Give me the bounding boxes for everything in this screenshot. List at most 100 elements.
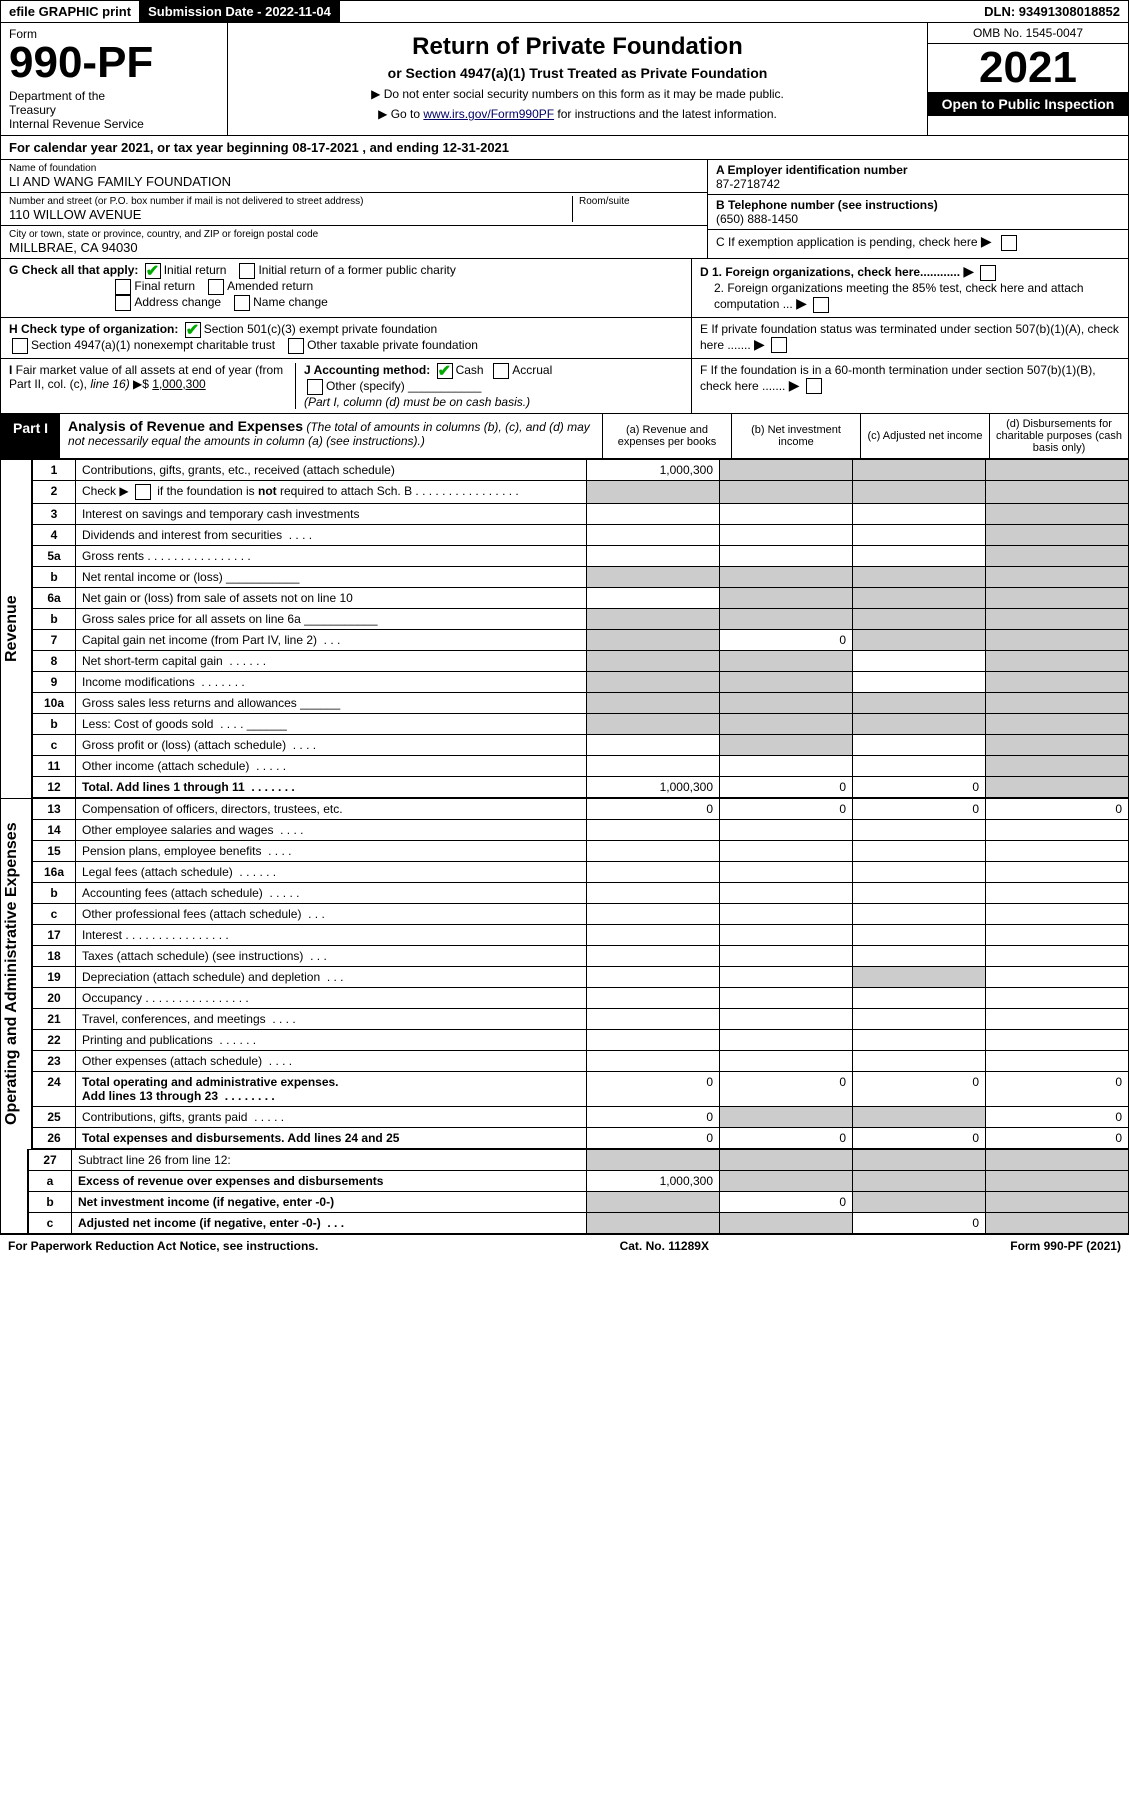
line-14: 14Other employee salaries and wages . . … [33,819,1129,840]
section-i-j-f: I Fair market value of all assets at end… [0,359,1129,414]
footer-left: For Paperwork Reduction Act Notice, see … [8,1239,318,1253]
foundation-name: LI AND WANG FAMILY FOUNDATION [9,174,699,189]
line-5b: bNet rental income or (loss) ___________ [33,566,1129,587]
line-16b: bAccounting fees (attach schedule) . . .… [33,882,1129,903]
line-13: 13Compensation of officers, directors, t… [33,798,1129,819]
col-d-header: (d) Disbursements for charitable purpose… [989,414,1128,458]
line-23: 23Other expenses (attach schedule) . . .… [33,1050,1129,1071]
d2-checkbox[interactable] [813,297,829,313]
omb-number: OMB No. 1545-0047 [928,23,1128,44]
i-value: 1,000,300 [152,377,205,391]
line-21: 21Travel, conferences, and meetings . . … [33,1008,1129,1029]
line-8: 8Net short-term capital gain . . . . . . [33,650,1129,671]
foundation-info: Name of foundation LI AND WANG FAMILY FO… [0,160,1129,259]
line-10c: cGross profit or (loss) (attach schedule… [33,734,1129,755]
revenue-section: Revenue 1Contributions, gifts, grants, e… [0,459,1129,798]
part-1-tab: Part I [1,414,60,458]
chk-final-return[interactable] [115,279,131,295]
chk-initial-public[interactable] [239,263,255,279]
phone-label: B Telephone number (see instructions) [716,198,1120,212]
chk-accrual[interactable] [493,363,509,379]
d1-label: D 1. Foreign organizations, check here..… [700,263,1120,281]
g-label: G Check all that apply: [9,263,138,277]
e-checkbox[interactable] [771,337,787,353]
col-c-header: (c) Adjusted net income [860,414,989,458]
col-b-header: (b) Net investment income [731,414,860,458]
d1-checkbox[interactable] [980,265,996,281]
i-label: I Fair market value of all assets at end… [9,363,283,391]
form-header: Form 990-PF Department of theTreasuryInt… [0,23,1129,136]
d2-label: 2. Foreign organizations meeting the 85%… [700,281,1120,313]
line-2: 2Check ▶ if the foundation is not requir… [33,480,1129,503]
line-27a: aExcess of revenue over expenses and dis… [29,1170,1129,1191]
chk-amended[interactable] [208,279,224,295]
line-16c: cOther professional fees (attach schedul… [33,903,1129,924]
line-24: 24Total operating and administrative exp… [33,1071,1129,1106]
form-title: Return of Private Foundation [234,33,921,61]
line-17: 17Interest [33,924,1129,945]
line-27b: bNet investment income (if negative, ent… [29,1191,1129,1212]
irs-link[interactable]: www.irs.gov/Form990PF [423,107,554,121]
chk-4947a1[interactable] [12,338,28,354]
tax-year: 2021 [928,44,1128,92]
line-3: 3Interest on savings and temporary cash … [33,503,1129,524]
instruction-2: ▶ Go to www.irs.gov/Form990PF for instru… [234,107,921,121]
chk-initial-return[interactable] [145,263,161,279]
line-1: 1Contributions, gifts, grants, etc., rec… [33,459,1129,480]
j-label: J Accounting method: [304,363,430,377]
phone-value: (650) 888-1450 [716,212,1120,226]
line-6b: bGross sales price for all assets on lin… [33,608,1129,629]
part-1-title: Analysis of Revenue and Expenses [68,418,303,434]
chk-name-change[interactable] [234,295,250,311]
subtract-section: 27Subtract line 26 from line 12: aExcess… [0,1149,1129,1234]
f-label: F If the foundation is in a 60-month ter… [700,363,1096,393]
line-10a: 10aGross sales less returns and allowanc… [33,692,1129,713]
submission-date: Submission Date - 2022-11-04 [140,1,340,22]
top-bar: efile GRAPHIC print Submission Date - 20… [0,0,1129,23]
line-27: 27Subtract line 26 from line 12: [29,1149,1129,1170]
f-checkbox[interactable] [806,378,822,394]
line-26: 26Total expenses and disbursements. Add … [33,1127,1129,1148]
line-20: 20Occupancy [33,987,1129,1008]
section-h-e: H Check type of organization: Section 50… [0,318,1129,359]
line-27c: cAdjusted net income (if negative, enter… [29,1212,1129,1233]
footer-mid: Cat. No. 11289X [620,1239,709,1253]
line-9: 9Income modifications . . . . . . . [33,671,1129,692]
line-5a: 5aGross rents [33,545,1129,566]
line-15: 15Pension plans, employee benefits . . .… [33,840,1129,861]
dln-label: DLN: 93491308018852 [976,1,1128,22]
line-7: 7Capital gain net income (from Part IV, … [33,629,1129,650]
c-checkbox[interactable] [1001,235,1017,251]
chk-address-change[interactable] [115,295,131,311]
addr-label: Number and street (or P.O. box number if… [9,196,572,207]
chk-other-method[interactable] [307,379,323,395]
efile-print-label[interactable]: efile GRAPHIC print [1,1,140,22]
c-label: C If exemption application is pending, c… [716,235,978,249]
line-25: 25Contributions, gifts, grants paid . . … [33,1106,1129,1127]
room-label: Room/suite [579,196,699,207]
name-label: Name of foundation [9,163,699,174]
section-g-d: G Check all that apply: Initial return I… [0,259,1129,318]
chk-501c3[interactable] [185,322,201,338]
line-12: 12Total. Add lines 1 through 11 . . . . … [33,776,1129,797]
dept-treasury: Department of theTreasuryInternal Revenu… [9,89,219,131]
page-footer: For Paperwork Reduction Act Notice, see … [0,1234,1129,1257]
form-subtitle: or Section 4947(a)(1) Trust Treated as P… [234,65,921,81]
city-label: City or town, state or province, country… [9,229,699,240]
chk-other-taxable[interactable] [288,338,304,354]
chk-sch-b[interactable] [135,484,151,500]
ein-label: A Employer identification number [716,163,1120,177]
line-4: 4Dividends and interest from securities … [33,524,1129,545]
line-6a: 6aNet gain or (loss) from sale of assets… [33,587,1129,608]
form-number: 990-PF [9,41,219,85]
city-state-zip: MILLBRAE, CA 94030 [9,240,699,255]
footer-right: Form 990-PF (2021) [1010,1239,1121,1253]
part-1-header: Part I Analysis of Revenue and Expenses … [0,414,1129,459]
line-10b: bLess: Cost of goods sold . . . . ______ [33,713,1129,734]
chk-cash[interactable] [437,363,453,379]
expenses-section: Operating and Administrative Expenses 13… [0,798,1129,1149]
j-note: (Part I, column (d) must be on cash basi… [304,395,530,409]
line-11: 11Other income (attach schedule) . . . .… [33,755,1129,776]
arrow-icon: ▶ [981,233,992,249]
line-16a: 16aLegal fees (attach schedule) . . . . … [33,861,1129,882]
